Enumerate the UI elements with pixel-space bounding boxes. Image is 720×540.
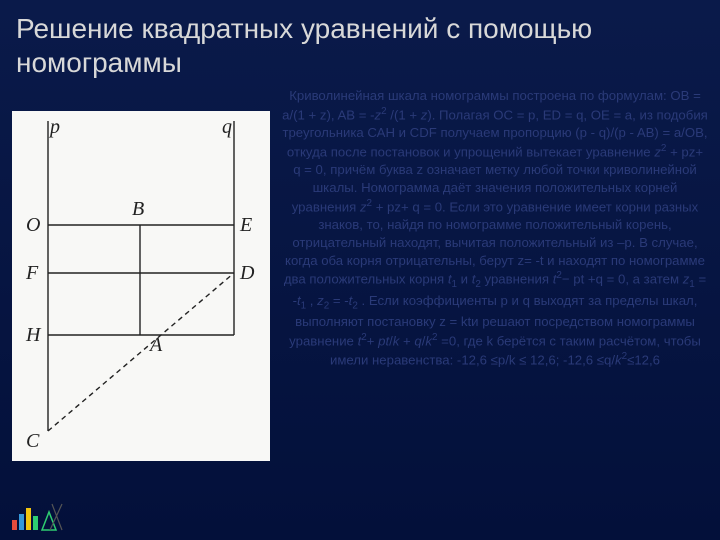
bar-icon	[26, 508, 31, 530]
bar-icon	[19, 514, 24, 530]
content-row: p q O B E F D H A C Криволинейная шкала …	[0, 87, 720, 461]
diagram-column: p q O B E F D H A C	[12, 87, 270, 461]
label-q: q	[222, 116, 232, 138]
label-O: O	[26, 214, 40, 236]
nomogram-diagram: p q O B E F D H A C	[12, 111, 270, 461]
label-H: H	[25, 324, 42, 346]
body-text-column: Криволинейная шкала номограммы построена…	[282, 87, 708, 461]
bar-icon	[33, 516, 38, 530]
body-text: Криволинейная шкала номограммы построена…	[282, 87, 708, 369]
page-title: Решение квадратных уравнений с помощью н…	[0, 0, 720, 87]
label-F: F	[25, 262, 39, 284]
label-p: p	[48, 116, 60, 138]
diagram-bg	[12, 111, 270, 461]
bar-icon	[12, 520, 17, 530]
label-E: E	[239, 214, 252, 236]
label-D: D	[239, 262, 255, 284]
label-A: A	[148, 334, 163, 356]
compass-icon	[50, 504, 62, 530]
label-C: C	[26, 430, 40, 452]
label-B: B	[132, 198, 144, 220]
footer-math-icon	[10, 496, 64, 534]
